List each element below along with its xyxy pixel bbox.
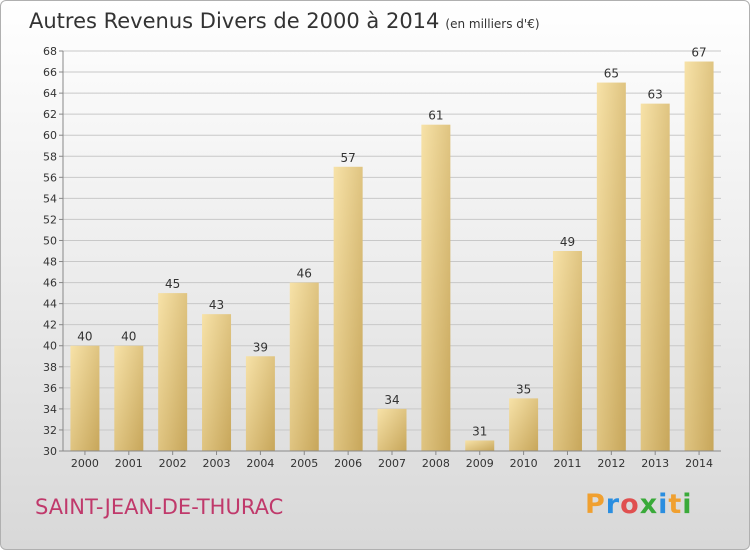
value-label-2007: 34 (384, 393, 399, 407)
y-tick-label: 52 (43, 213, 57, 226)
y-tick-label: 30 (43, 445, 57, 458)
value-label-2012: 65 (604, 67, 619, 81)
bar-2007 (377, 408, 407, 451)
y-tick-label: 58 (43, 150, 57, 163)
value-label-2008: 61 (428, 109, 443, 123)
y-tick-label: 60 (43, 129, 57, 142)
y-tick-label: 68 (43, 45, 57, 58)
logo-letter: i (682, 489, 693, 520)
y-tick-label: 50 (43, 234, 57, 247)
value-label-2000: 40 (77, 330, 92, 344)
bar-2002 (158, 293, 188, 451)
x-tick-label-2009: 2009 (466, 457, 494, 470)
y-tick-label: 40 (43, 340, 57, 353)
bar-2010 (509, 398, 539, 451)
bar-2005 (289, 282, 319, 451)
bar-2008 (421, 124, 451, 452)
x-tick-label-2003: 2003 (203, 457, 231, 470)
x-tick-label-2002: 2002 (159, 457, 187, 470)
bar-2011 (552, 251, 582, 451)
bar-2000 (70, 345, 100, 451)
y-tick-label: 66 (43, 66, 57, 79)
x-tick-label-2004: 2004 (246, 457, 274, 470)
value-label-2001: 40 (121, 330, 136, 344)
x-tick-label-2000: 2000 (71, 457, 99, 470)
value-label-2003: 43 (209, 298, 224, 312)
x-tick-label-2006: 2006 (334, 457, 362, 470)
value-label-2004: 39 (253, 340, 268, 354)
value-label-2009: 31 (472, 424, 487, 438)
bars: 40 40 45 43 39 46 57 34 61 31 35 49 65 63 67 (70, 46, 714, 452)
value-label-2013: 63 (648, 88, 663, 102)
bar-2014 (684, 61, 714, 452)
x-tick-label-2013: 2013 (641, 457, 669, 470)
y-tick-label: 48 (43, 256, 57, 269)
location-label: SAINT-JEAN-DE-THURAC (35, 495, 284, 519)
value-label-2005: 46 (297, 267, 312, 281)
logo-letter: x (639, 489, 659, 520)
bar-2006 (333, 166, 363, 451)
logo-letter: P (585, 489, 606, 520)
x-tick-label-2011: 2011 (553, 457, 581, 470)
x-tick-label-2007: 2007 (378, 457, 406, 470)
value-label-2002: 45 (165, 277, 180, 291)
bar-2001 (114, 345, 144, 451)
x-tick-label-2014: 2014 (685, 457, 713, 470)
proxiti-logo: Proxiti (585, 489, 693, 520)
y-tick-label: 34 (43, 403, 57, 416)
logo-letter: r (605, 489, 621, 520)
y-axis: 30 32 34 36 38 40 42 44 46 48 50 52 54 56 58 60 62 64 66 68 (43, 45, 64, 458)
title-text: Autres Revenus Divers de 2000 à 2014 (29, 9, 440, 33)
y-tick-label: 38 (43, 361, 57, 374)
subtitle-text: (en milliers d'€) (445, 17, 540, 31)
x-tick-label-2010: 2010 (510, 457, 538, 470)
y-tick-label: 46 (43, 277, 57, 290)
bar-2003 (202, 314, 232, 451)
value-label-2006: 57 (340, 151, 355, 165)
y-tick-label: 64 (43, 87, 57, 100)
y-tick-label: 36 (43, 382, 57, 395)
x-axis: 2000 2001 2002 2003 2004 2005 2006 2007 2008 2009… (63, 450, 721, 470)
y-tick-label: 32 (43, 424, 57, 437)
x-tick-label-2001: 2001 (115, 457, 143, 470)
logo-letter: o (620, 489, 640, 520)
value-label-2011: 49 (560, 235, 575, 249)
bar-2009 (465, 440, 495, 451)
y-tick-label: 42 (43, 319, 57, 332)
x-tick-label-2008: 2008 (422, 457, 450, 470)
x-tick-label-2012: 2012 (597, 457, 625, 470)
y-tick-label: 62 (43, 108, 57, 121)
x-tick-label-2005: 2005 (290, 457, 318, 470)
logo-letter: t (668, 489, 683, 520)
bar-2012 (596, 82, 626, 451)
y-tick-label: 56 (43, 171, 57, 184)
chart-title: Autres Revenus Divers de 2000 à 2014 (en … (29, 9, 540, 33)
value-label-2014: 67 (691, 46, 706, 60)
value-label-2010: 35 (516, 382, 531, 396)
logo-letter: i (658, 489, 669, 520)
y-tick-label: 44 (43, 298, 57, 311)
bar-2004 (245, 356, 275, 451)
bar-2013 (640, 103, 670, 451)
y-tick-label: 54 (43, 192, 57, 205)
